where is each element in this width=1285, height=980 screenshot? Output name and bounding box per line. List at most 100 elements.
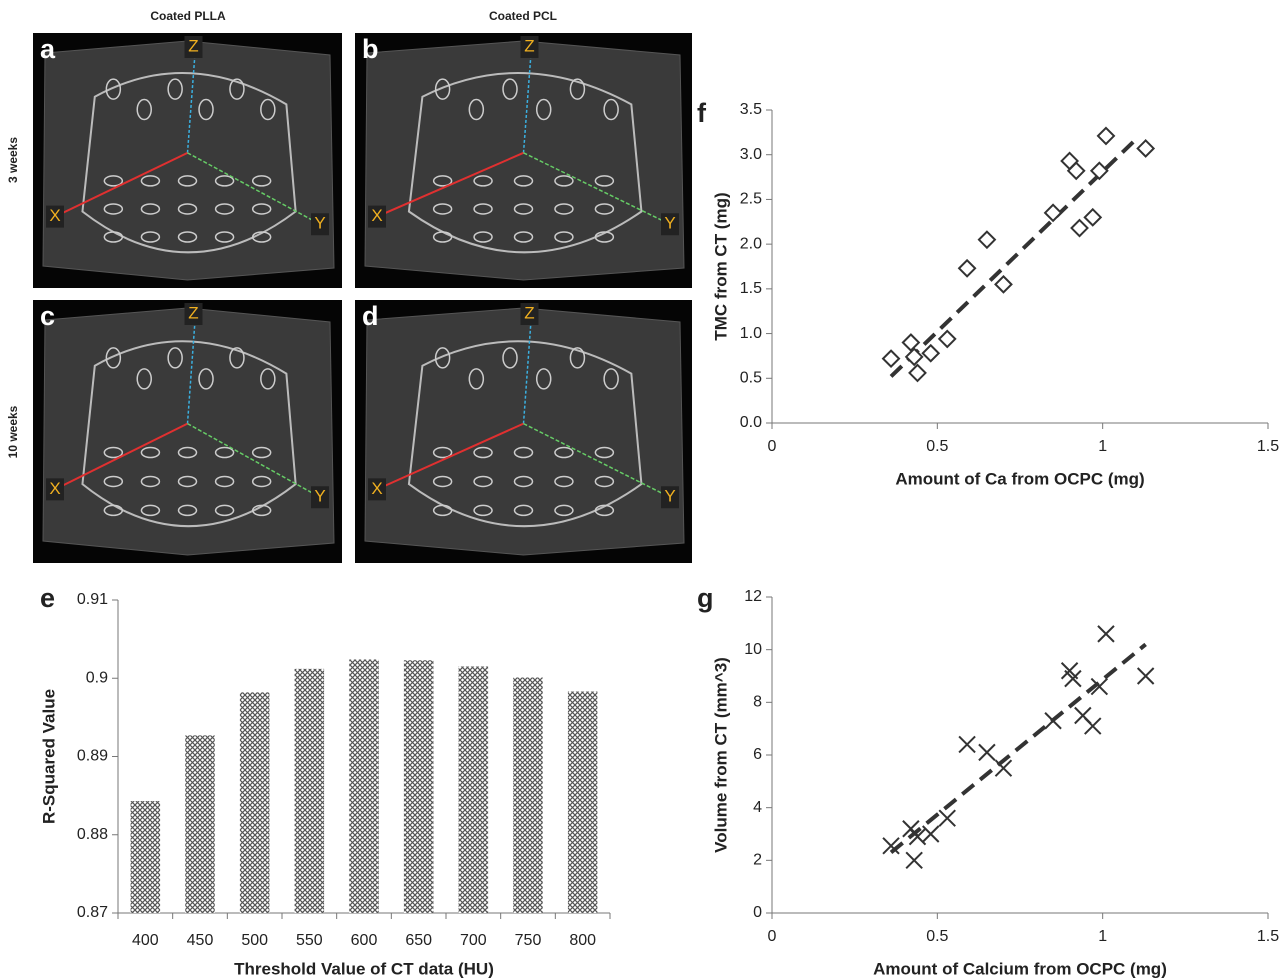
point [958, 735, 976, 754]
point [1044, 712, 1062, 730]
y-tick-label: 0.0 [740, 414, 762, 431]
pore [432, 175, 453, 187]
panel-label: g [697, 583, 714, 613]
axis-label: Y [314, 214, 325, 233]
scaffold-outline [407, 72, 643, 254]
pore [251, 446, 272, 459]
z-axis [522, 313, 533, 424]
x-axis [376, 422, 524, 491]
axis-label-box [520, 36, 539, 58]
pore [513, 504, 534, 517]
axis-label-box [311, 486, 329, 509]
point [908, 363, 927, 383]
bar [130, 801, 161, 913]
pore [594, 504, 615, 517]
pore [136, 368, 152, 390]
pore [251, 203, 272, 215]
row-header: 10 weeks [6, 405, 20, 458]
pore [177, 175, 198, 187]
pore [140, 475, 161, 488]
bar [567, 691, 598, 913]
pore [229, 78, 245, 100]
panel-label: e [40, 583, 55, 613]
pore [229, 347, 245, 369]
y-tick-label: 3.5 [740, 101, 762, 118]
y-axis [523, 422, 671, 498]
pore [177, 504, 198, 517]
axis-label: X [49, 479, 60, 498]
z-axis [186, 46, 197, 153]
pore [140, 446, 161, 459]
y-tick-label: 1.0 [740, 325, 762, 342]
point [1136, 667, 1155, 685]
pore [432, 231, 453, 243]
pore [136, 98, 152, 121]
ct-image: X Y Zd [355, 300, 692, 563]
x-tick-label: 450 [187, 932, 214, 949]
axis-label-box [184, 303, 203, 325]
pore [473, 203, 493, 215]
point [901, 333, 921, 352]
pore [473, 475, 493, 488]
scaffold-outline [407, 340, 643, 528]
point [1090, 677, 1109, 696]
pore [214, 203, 235, 215]
point [905, 851, 923, 870]
pore [554, 175, 574, 187]
x-tick-label: 500 [241, 932, 268, 949]
axis-label-box [520, 303, 539, 325]
column-header: Coated PCL [489, 9, 557, 23]
axis-label: Z [524, 36, 534, 55]
panel-label: a [40, 34, 56, 64]
pore [569, 78, 586, 100]
point [1070, 218, 1089, 238]
bar [403, 660, 434, 913]
axis-label-box [184, 36, 203, 58]
x-axis [376, 151, 524, 218]
pore [502, 347, 518, 369]
pore [103, 231, 124, 243]
x-tick-label: 0 [768, 438, 777, 455]
pore [251, 475, 272, 488]
pore [513, 203, 534, 215]
pore [103, 203, 124, 215]
pore [432, 475, 453, 488]
pore [251, 504, 272, 517]
pore [198, 98, 214, 121]
pore [432, 446, 453, 459]
y-tick-label: 3.0 [740, 146, 762, 163]
panel-label: b [362, 34, 379, 64]
axis-label: Y [314, 487, 325, 506]
pore [260, 98, 276, 121]
x-tick-label: 1.5 [1257, 928, 1279, 945]
point [994, 759, 1013, 777]
row-header: 3 weeks [6, 137, 20, 183]
pore [434, 78, 451, 100]
y-axis [523, 152, 671, 225]
point [994, 274, 1013, 294]
z-axis [186, 313, 197, 424]
pore [177, 446, 198, 459]
pore [214, 475, 235, 488]
y-tick-label: 0.89 [77, 748, 108, 765]
pore [140, 504, 161, 517]
pore [140, 175, 161, 187]
pore [177, 203, 198, 215]
pore [554, 203, 574, 215]
pore [603, 98, 619, 121]
y-tick-label: 0.87 [77, 904, 108, 921]
bar [185, 735, 215, 913]
pore [554, 446, 574, 459]
point [938, 809, 956, 827]
pore [103, 446, 124, 459]
bar [349, 659, 379, 913]
pore [473, 504, 493, 517]
pore [594, 446, 615, 459]
pore [214, 446, 235, 459]
x-tick-label: 700 [460, 932, 487, 949]
pore [198, 368, 214, 390]
x-tick-label: 750 [515, 932, 542, 949]
axis-label: Y [664, 214, 675, 233]
y-tick-label: 0.5 [740, 370, 762, 387]
y-tick-label: 2 [753, 852, 762, 869]
